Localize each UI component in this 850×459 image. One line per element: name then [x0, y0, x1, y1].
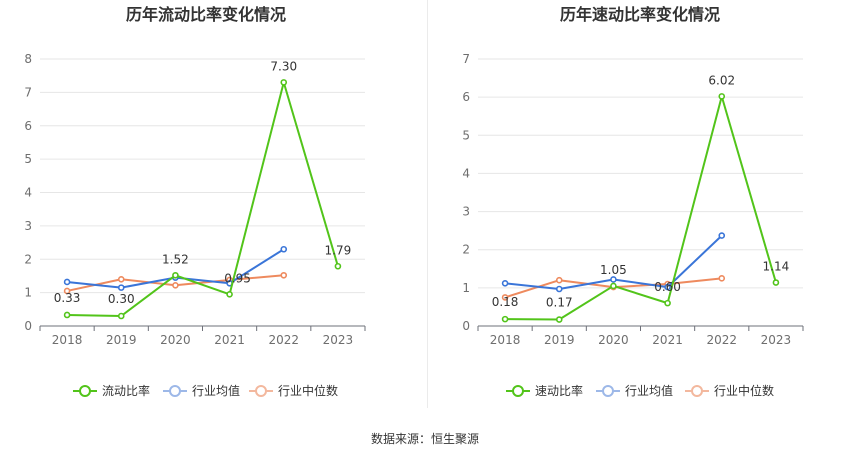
- data-point: [718, 93, 726, 100]
- y-tick-label: 2: [24, 252, 32, 266]
- legend-label: 行业中位数: [278, 383, 338, 398]
- x-tick-label: 2021: [652, 333, 683, 347]
- x-tick-label: 2018: [52, 333, 83, 347]
- legend-label: 速动比率: [535, 383, 583, 398]
- legend-marker: [691, 385, 703, 397]
- data-point: [501, 315, 509, 323]
- x-tick-label: 2020: [598, 333, 629, 347]
- legend-label: 行业均值: [625, 383, 673, 398]
- series-line: [505, 95, 777, 321]
- data-point: [117, 284, 125, 291]
- x-tick-label: 2022: [268, 333, 299, 347]
- y-tick-label: 3: [24, 219, 32, 233]
- series-line: [67, 81, 339, 317]
- y-tick-label: 6: [24, 119, 32, 133]
- data-point: [555, 316, 563, 323]
- x-tick-label: 2020: [160, 333, 191, 347]
- x-tick-label: 2019: [544, 333, 575, 347]
- x-tick-label: 2019: [106, 333, 137, 347]
- legend-marker: [512, 385, 524, 397]
- y-tick-label: 3: [462, 205, 470, 219]
- data-point: [718, 232, 726, 239]
- data-label: 0.95: [224, 271, 251, 285]
- data-point: [280, 79, 288, 86]
- y-tick-label: 5: [24, 152, 32, 166]
- data-point: [501, 294, 509, 301]
- data-point: [172, 281, 179, 289]
- y-tick-label: 0: [462, 319, 470, 333]
- x-tick-label: 2021: [214, 333, 245, 347]
- data-label: 7.30: [270, 59, 297, 73]
- y-tick-label: 5: [462, 128, 470, 142]
- legend-marker: [169, 385, 181, 397]
- y-tick-label: 7: [462, 52, 470, 66]
- x-tick-label: 2023: [761, 333, 792, 347]
- data-point: [63, 287, 71, 295]
- data-label: 6.02: [708, 73, 735, 87]
- chart-title: 历年流动比率变化情况: [126, 5, 286, 24]
- data-label: 1.79: [325, 243, 352, 257]
- y-tick-label: 4: [24, 186, 32, 200]
- legend-marker: [255, 385, 267, 397]
- x-tick-label: 2018: [490, 333, 521, 347]
- data-label: 0.17: [546, 296, 573, 310]
- data-point: [280, 245, 288, 253]
- data-label: 0.33: [54, 291, 81, 305]
- data-point: [555, 285, 563, 293]
- legend-label: 行业均值: [192, 383, 240, 398]
- data-point: [664, 299, 671, 307]
- chart-2: 历年速动比率变化情况 0 1 2 3 4 5 6 7 2018 2019 2020 2021 2022 20…: [462, 5, 804, 398]
- y-tick-label: 4: [462, 166, 470, 180]
- legend-label: 流动比率: [102, 383, 150, 398]
- data-point: [664, 283, 671, 291]
- data-point: [772, 279, 780, 286]
- data-label: 1.14: [763, 260, 790, 274]
- y-tick-label: 8: [24, 52, 32, 66]
- data-point: [117, 312, 125, 320]
- data-label: 1.52: [162, 252, 189, 266]
- chart-divider: [427, 0, 428, 408]
- y-tick-label: 2: [462, 243, 470, 257]
- legend-marker: [602, 385, 614, 397]
- y-tick-label: 1: [462, 281, 470, 295]
- data-source-note: 数据来源：恒生聚源: [370, 432, 479, 446]
- data-point: [334, 262, 342, 270]
- data-label: 0.30: [108, 292, 135, 306]
- y-tick-label: 1: [24, 286, 32, 300]
- data-point: [117, 275, 125, 283]
- legend-marker: [79, 385, 91, 397]
- chart-title: 历年速动比率变化情况: [560, 5, 720, 24]
- x-tick-label: 2023: [323, 333, 354, 347]
- y-tick-label: 0: [24, 319, 32, 333]
- legend-label: 行业中位数: [714, 383, 774, 398]
- y-tick-label: 7: [24, 85, 32, 99]
- data-point: [610, 282, 617, 290]
- x-tick-label: 2022: [706, 333, 737, 347]
- data-label: 0.18: [492, 295, 519, 309]
- data-point: [63, 278, 71, 286]
- chart-1: 历年流动比率变化情况 0 1 2 3 4 5 6 7 8 2018 2019 2020 2021 2022 2…: [24, 5, 366, 398]
- data-point: [555, 276, 563, 284]
- data-label: 1.05: [600, 263, 627, 277]
- data-point: [501, 279, 509, 287]
- data-label: 0.60: [654, 280, 681, 294]
- data-point: [610, 276, 617, 283]
- data-point: [63, 311, 71, 319]
- data-point: [718, 275, 726, 282]
- data-point: [280, 271, 288, 279]
- data-point: [226, 290, 233, 298]
- data-point: [172, 271, 179, 279]
- y-tick-label: 6: [462, 90, 470, 104]
